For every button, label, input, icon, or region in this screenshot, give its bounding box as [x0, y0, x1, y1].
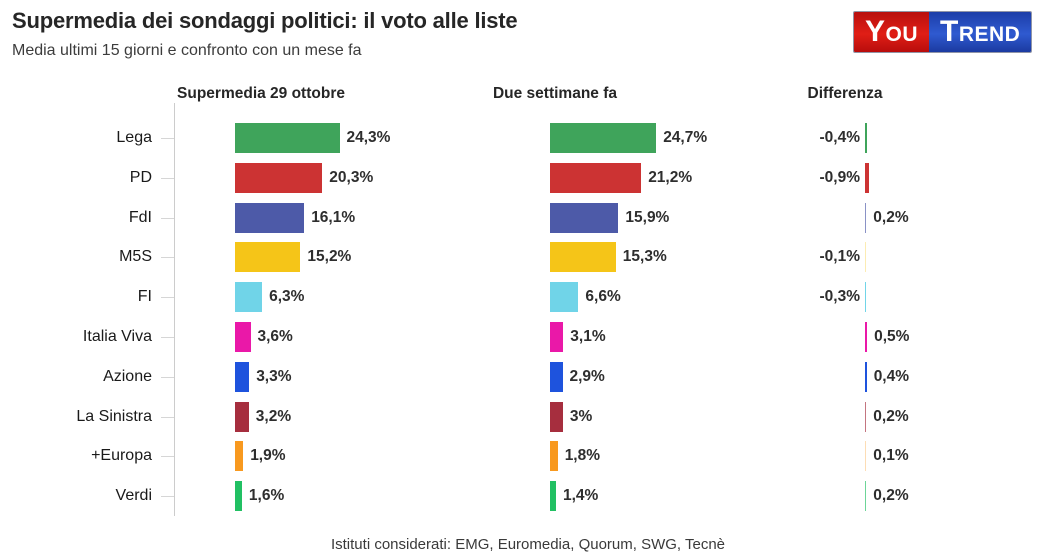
party-label: Lega	[116, 129, 152, 146]
diff-value: 0,4%	[873, 367, 910, 385]
bar-due-settimane	[550, 401, 563, 432]
diff-bar	[865, 162, 869, 193]
axis-tick	[161, 416, 174, 418]
axis-tick	[161, 496, 174, 497]
bar-due-settimane	[550, 202, 619, 233]
bar-value-due-settimane: 1,8%	[564, 447, 601, 465]
diff-value: -0,1%	[819, 248, 861, 266]
party-label: M5S	[119, 248, 152, 266]
party-label: FI	[137, 288, 152, 306]
party-label: Italia Viva	[82, 327, 152, 345]
party-label: Azione	[103, 367, 152, 385]
bar-value-due-settimane: 2,9%	[569, 367, 605, 385]
diff-bar	[865, 123, 867, 153]
diff-value: -0,9%	[819, 168, 861, 186]
column-header-due-settimane: Due settimane fa	[492, 85, 618, 102]
bar-value-due-settimane: 15,3%	[622, 248, 667, 266]
bar-supermedia	[235, 361, 250, 392]
chart-footnote: Istituti considerati: EMG, Euromedia, Qu…	[330, 536, 726, 553]
bar-value-supermedia: 3,2%	[255, 407, 292, 425]
bar-value-due-settimane: 3%	[569, 407, 593, 425]
axis-tick	[161, 257, 174, 259]
logo-trend-segment: Trend	[929, 12, 1032, 52]
diff-value: 0,2%	[873, 407, 909, 425]
bar-value-supermedia: 1,6%	[248, 487, 285, 504]
page-title: Supermedia dei sondaggi politici: il vot…	[12, 8, 518, 33]
axis-tick	[161, 177, 174, 179]
bar-value-supermedia: 24,3%	[346, 129, 391, 146]
axis-tick	[161, 138, 174, 139]
bar-due-settimane	[550, 242, 616, 273]
diff-bar	[865, 321, 868, 352]
diff-value: 0,2%	[873, 487, 909, 504]
diff-bar	[865, 481, 867, 511]
bar-value-due-settimane: 24,7%	[663, 129, 708, 146]
page-subtitle: Media ultimi 15 giorni e confronto con u…	[12, 42, 362, 59]
bar-due-settimane	[550, 123, 657, 153]
diff-value: 0,1%	[873, 447, 909, 465]
logo-you-segment: You	[854, 12, 930, 52]
bar-value-due-settimane: 15,9%	[625, 208, 670, 226]
party-label: PD	[129, 168, 152, 186]
party-label: +Europa	[91, 447, 152, 465]
bar-supermedia	[235, 242, 301, 273]
bar-supermedia	[235, 202, 305, 233]
bar-supermedia	[235, 162, 323, 193]
bar-value-supermedia: 1,9%	[250, 447, 286, 465]
bar-due-settimane	[550, 361, 563, 392]
category-axis-line	[174, 103, 175, 516]
bar-value-supermedia: 20,3%	[329, 168, 374, 186]
diff-bar	[865, 282, 867, 313]
bar-value-due-settimane: 3,1%	[570, 327, 606, 345]
diff-bar	[865, 361, 867, 392]
bar-value-supermedia: 3,3%	[256, 367, 292, 385]
diff-bar	[865, 441, 867, 472]
diff-value: 0,5%	[874, 327, 910, 345]
diff-bar	[865, 401, 867, 432]
axis-tick	[161, 376, 174, 378]
bar-due-settimane	[550, 481, 556, 511]
bar-supermedia	[235, 481, 242, 511]
bar-value-supermedia: 15,2%	[307, 248, 352, 266]
party-label: FdI	[128, 208, 152, 226]
bar-supermedia	[235, 321, 251, 352]
bar-value-due-settimane: 1,4%	[563, 487, 599, 504]
bar-due-settimane	[550, 441, 558, 472]
bar-value-supermedia: 6,3%	[269, 288, 305, 306]
axis-tick	[161, 456, 174, 458]
axis-tick	[161, 297, 174, 299]
diff-bar	[865, 242, 867, 273]
youtrend-logo: You Trend	[853, 11, 1033, 53]
diff-value: 0,2%	[873, 208, 909, 226]
bar-due-settimane	[550, 282, 579, 313]
bar-due-settimane	[550, 321, 564, 352]
bar-value-due-settimane: 6,6%	[585, 288, 621, 306]
bar-supermedia	[235, 441, 244, 472]
party-label: Verdi	[115, 487, 152, 504]
bar-value-supermedia: 3,6%	[257, 327, 293, 345]
diff-value: -0,3%	[819, 288, 861, 306]
column-header-differenza: Differenza	[807, 85, 883, 102]
bar-supermedia	[235, 123, 340, 153]
diff-bar	[865, 202, 867, 233]
bar-supermedia	[235, 282, 263, 313]
bar-value-due-settimane: 21,2%	[648, 168, 693, 186]
axis-tick	[161, 217, 174, 219]
diff-value: -0,4%	[819, 129, 861, 146]
party-label: La Sinistra	[76, 407, 152, 425]
bar-due-settimane	[550, 162, 642, 193]
column-header-supermedia: Supermedia 29 ottobre	[177, 85, 345, 102]
bar-supermedia	[235, 401, 249, 432]
axis-tick	[161, 336, 174, 338]
bar-value-supermedia: 16,1%	[311, 208, 356, 226]
